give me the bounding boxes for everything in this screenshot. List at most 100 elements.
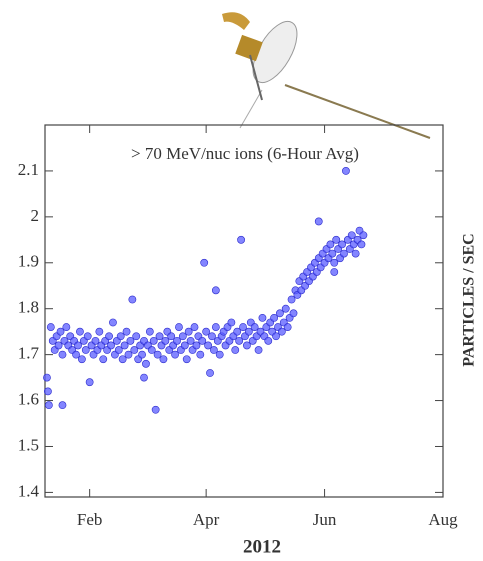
y-tick-label: 1.7 (18, 344, 40, 363)
data-point (351, 249, 360, 258)
data-point (340, 249, 348, 258)
x-tick-label: Apr (193, 510, 220, 529)
data-point (239, 323, 247, 331)
data-point (95, 327, 104, 336)
data-point (132, 332, 141, 341)
data-point (231, 346, 240, 354)
data-point (128, 295, 137, 304)
x-tick-label: Feb (77, 510, 103, 529)
data-point (184, 327, 193, 336)
data-point (83, 332, 92, 341)
data-point (76, 327, 84, 336)
y-tick-label: 2.1 (18, 160, 39, 179)
data-point (186, 336, 195, 345)
data-point (287, 295, 296, 304)
data-point (99, 355, 108, 364)
data-point (283, 323, 292, 331)
data-point (44, 401, 53, 410)
data-point (277, 327, 286, 336)
y-tick-label: 2 (31, 206, 40, 225)
data-point (62, 323, 71, 331)
data-point (140, 373, 148, 382)
data-point (192, 341, 201, 350)
y-tick-label: 1.6 (18, 389, 39, 408)
data-point (243, 341, 251, 350)
data-point (171, 350, 179, 359)
data-point (155, 332, 164, 341)
data-point (126, 336, 135, 345)
data-point (74, 341, 82, 350)
data-point (200, 258, 209, 267)
data-point (215, 350, 224, 359)
data-point (180, 341, 189, 350)
data-point (332, 235, 341, 244)
data-point (161, 336, 170, 345)
data-point (264, 336, 273, 345)
data-point (196, 350, 205, 359)
data-point (43, 373, 51, 382)
data-point (109, 318, 117, 327)
data-point (233, 327, 242, 336)
data-point (208, 332, 216, 341)
data-point (167, 332, 176, 341)
y-tick-label: 1.5 (18, 435, 39, 454)
data-point (56, 327, 65, 336)
data-point (118, 355, 127, 364)
data-point (357, 240, 366, 249)
data-point (151, 405, 160, 414)
data-point (211, 323, 220, 331)
data-point (124, 350, 133, 359)
data-point (198, 336, 207, 345)
data-point (72, 350, 80, 359)
spacecraft-illustration (222, 12, 431, 139)
data-point (116, 332, 125, 341)
data-point (107, 341, 115, 350)
data-point (175, 323, 183, 331)
x-axis-label: 2012 (243, 536, 281, 557)
data-point (276, 309, 284, 318)
data-point (85, 378, 94, 387)
data-point (211, 286, 220, 295)
data-point (46, 323, 55, 331)
data-point (235, 336, 244, 345)
data-point (122, 327, 131, 336)
data-point (58, 350, 67, 359)
y-axis-label: PARTICLES / SEC (461, 233, 478, 366)
data-point (250, 323, 259, 331)
data-point (130, 346, 139, 354)
data-point (145, 327, 154, 336)
data-point (326, 240, 335, 249)
data-point (81, 346, 90, 354)
data-point (77, 355, 86, 364)
data-point (120, 341, 129, 350)
data-point (173, 336, 181, 345)
data-point (314, 217, 323, 226)
data-point (114, 346, 123, 354)
data-point (138, 350, 146, 359)
data-point (244, 327, 253, 336)
data-point (289, 309, 298, 318)
data-point (227, 318, 236, 327)
data-point (206, 369, 214, 377)
data-point (202, 327, 211, 336)
data-point (330, 258, 339, 267)
data-point (359, 231, 368, 240)
data-point (153, 350, 162, 359)
data-point (330, 268, 339, 276)
data-point (281, 304, 290, 313)
data-point (147, 346, 156, 354)
data-point (142, 359, 150, 368)
data-point (58, 401, 67, 410)
data-point (204, 341, 212, 350)
annotation: > 70 MeV/nuc ions (6-Hour Avg) (131, 144, 359, 163)
data-point (54, 341, 63, 350)
data-point (237, 235, 245, 244)
y-tick-label: 1.8 (18, 298, 39, 317)
data-point (105, 332, 113, 341)
data-point (254, 346, 263, 354)
data-point (328, 249, 337, 258)
data-point (342, 167, 350, 175)
data-point (182, 355, 191, 364)
data-point (44, 387, 52, 396)
